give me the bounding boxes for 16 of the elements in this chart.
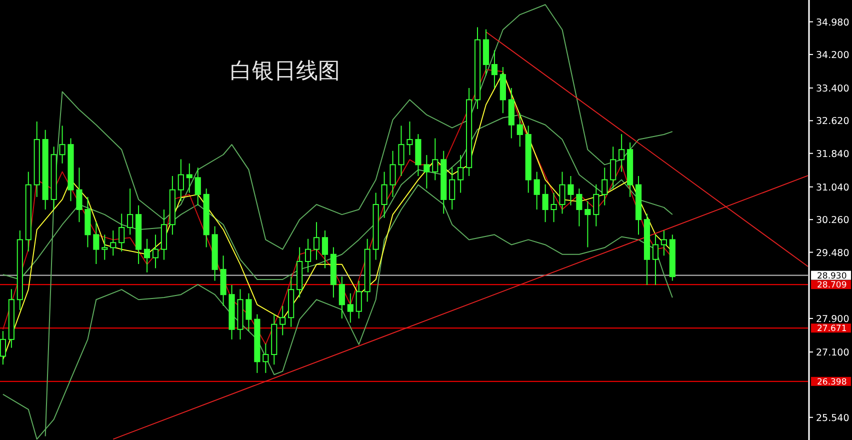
y-tick-label: 32.620: [816, 116, 850, 128]
y-tick-label: 27.100: [816, 348, 850, 358]
y-tick-label: 30.260: [816, 215, 850, 226]
ref-line-label: 28.930: [817, 271, 847, 282]
y-tick-label: 25.540: [816, 412, 850, 424]
y-tick-label: 34.200: [816, 50, 850, 61]
y-tick-label: 29.480: [816, 248, 850, 259]
y-tick-label: 33.400: [816, 84, 850, 94]
ref-line-label: 27.671: [817, 324, 847, 334]
y-tick-label: 31.840: [816, 148, 850, 160]
ref-line-label: 28.709: [817, 280, 847, 291]
y-tick-label: 31.040: [816, 182, 850, 194]
ref-line-label: 26.398: [817, 377, 847, 388]
text: 白银日线图: [230, 59, 340, 84]
y-tick-label: 34.980: [816, 17, 850, 28]
y-tick-label: 27.900: [816, 314, 850, 325]
